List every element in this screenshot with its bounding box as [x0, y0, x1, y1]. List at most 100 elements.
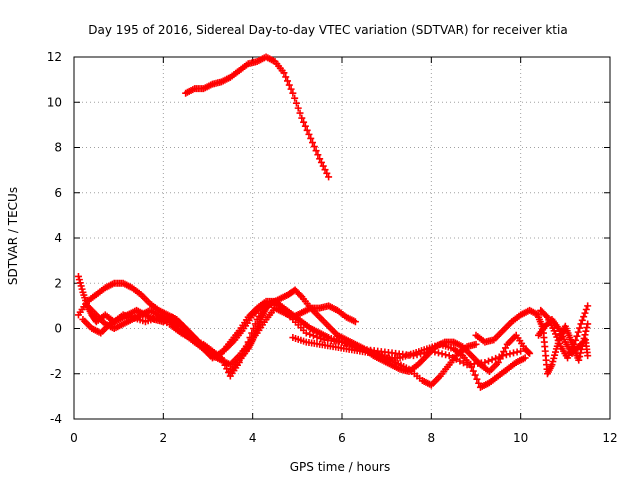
- data-point-marker: [548, 361, 556, 369]
- data-point-marker: [517, 347, 525, 355]
- data-point-marker: [291, 94, 299, 102]
- data-point-marker: [526, 349, 534, 357]
- data-point-marker: [501, 344, 509, 352]
- data-point-marker: [303, 126, 311, 134]
- data-point-marker: [75, 276, 83, 284]
- x-tick-label: 12: [602, 431, 617, 445]
- data-point-marker: [551, 351, 559, 359]
- x-tick-label: 0: [70, 431, 78, 445]
- data-point-marker: [584, 352, 592, 360]
- data-point-marker: [576, 353, 584, 361]
- x-tick-label: 8: [428, 431, 436, 445]
- y-tick-label: 8: [54, 141, 62, 155]
- data-marks: [74, 53, 592, 391]
- data-point-marker: [550, 354, 558, 362]
- data-point-marker: [582, 305, 590, 313]
- data-point-marker: [316, 155, 324, 163]
- data-point-marker: [525, 348, 533, 356]
- data-point-marker: [442, 351, 450, 359]
- y-tick-label: 12: [47, 50, 62, 64]
- data-point-marker: [298, 114, 306, 122]
- data-point-marker: [500, 348, 508, 356]
- data-point-marker: [294, 104, 302, 112]
- data-point-marker: [580, 313, 588, 321]
- data-point-marker: [471, 371, 479, 379]
- data-point-marker: [542, 312, 550, 320]
- data-point-marker: [301, 122, 309, 130]
- x-tick-label: 2: [160, 431, 168, 445]
- data-point-marker: [473, 375, 481, 383]
- x-tick-label: 4: [249, 431, 257, 445]
- series-s2: [74, 279, 480, 389]
- data-point-marker: [78, 285, 86, 293]
- data-point-marker: [296, 291, 304, 299]
- data-point-marker: [317, 158, 325, 166]
- data-point-marker: [481, 358, 489, 366]
- series-s7: [472, 306, 543, 346]
- y-tick-label: 6: [54, 186, 62, 200]
- y-tick-label: 10: [47, 95, 62, 109]
- y-tick-label: -2: [50, 367, 62, 381]
- data-point-marker: [314, 151, 322, 159]
- data-point-marker: [280, 69, 288, 77]
- data-point-marker: [267, 300, 275, 308]
- data-point-marker: [488, 356, 496, 364]
- data-point-marker: [321, 166, 329, 174]
- data-point-marker: [553, 333, 561, 341]
- data-point-marker: [309, 139, 317, 147]
- x-tick-label: 10: [513, 431, 528, 445]
- data-point-marker: [284, 77, 292, 85]
- data-point-marker: [472, 340, 480, 348]
- data-point-marker: [575, 356, 583, 364]
- data-point-marker: [552, 330, 560, 338]
- data-point-marker: [312, 147, 320, 155]
- data-point-marker: [552, 348, 560, 356]
- x-axis-label: GPS time / hours: [290, 460, 391, 474]
- data-point-marker: [266, 301, 274, 309]
- data-point-marker: [77, 282, 85, 290]
- data-point-marker: [576, 324, 584, 332]
- data-point-marker: [577, 320, 585, 328]
- data-point-marker: [554, 336, 562, 344]
- data-point-marker: [494, 358, 502, 366]
- data-point-marker: [282, 73, 290, 81]
- data-point-marker: [305, 130, 313, 138]
- data-point-marker: [572, 336, 580, 344]
- data-point-marker: [468, 363, 476, 371]
- x-tick-label: 6: [338, 431, 346, 445]
- data-point-marker: [307, 134, 315, 142]
- series-s6: [226, 300, 275, 375]
- y-tick-label: 4: [54, 231, 62, 245]
- data-point-marker: [510, 349, 518, 357]
- y-tick-label: -4: [50, 412, 62, 426]
- data-point-marker: [570, 340, 578, 348]
- y-tick-label: 2: [54, 276, 62, 290]
- data-point-marker: [578, 316, 586, 324]
- data-point-marker: [506, 350, 514, 358]
- series-s1: [74, 272, 525, 380]
- data-point-marker: [310, 143, 318, 151]
- data-point-marker: [319, 162, 327, 170]
- data-point-marker: [306, 330, 314, 338]
- series-high-arc: [182, 53, 333, 181]
- data-point-marker: [285, 81, 293, 89]
- data-point-marker: [438, 350, 446, 358]
- data-point-marker: [469, 367, 477, 375]
- data-point-marker: [584, 302, 592, 310]
- data-point-marker: [549, 358, 557, 366]
- chart-title: Day 195 of 2016, Sidereal Day-to-day VTE…: [88, 23, 567, 37]
- y-axis-label: SDTVAR / TECUs: [6, 187, 20, 285]
- data-point-marker: [351, 318, 359, 326]
- data-point-marker: [583, 324, 591, 332]
- series-s5: [289, 334, 529, 391]
- data-point-marker: [300, 118, 308, 126]
- data-point-marker: [313, 333, 321, 341]
- data-point-marker: [296, 109, 304, 117]
- axis-ticks: 0 2 4 6 8 10 12 -4 -2 0 2 4 6 8 10 12: [47, 50, 618, 445]
- data-point-marker: [289, 89, 297, 97]
- data-point-marker: [74, 272, 82, 280]
- data-point-marker: [574, 328, 582, 336]
- data-point-marker: [513, 348, 521, 356]
- data-point-marker: [550, 327, 558, 335]
